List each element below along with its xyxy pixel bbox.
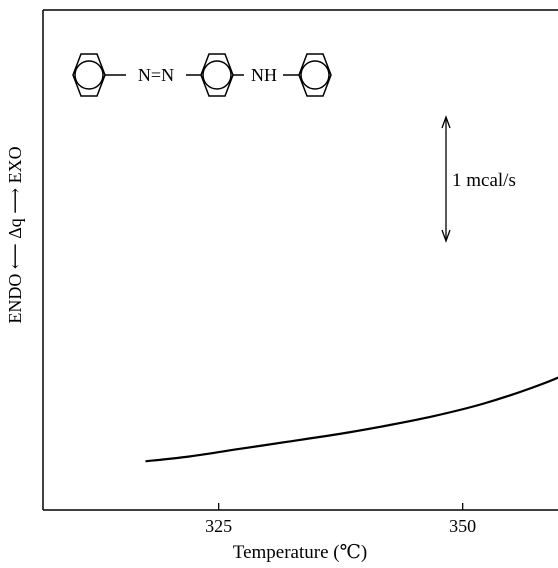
dsc-curve xyxy=(145,376,558,463)
scale-bar xyxy=(441,115,451,243)
amine-label: NH xyxy=(251,65,277,85)
molecule-structure xyxy=(72,53,332,97)
scale-bar-arrow-down xyxy=(441,229,451,243)
x-tick-label-325: 325 xyxy=(205,516,232,536)
benzene-ring-2-circle xyxy=(202,60,232,90)
x-tick-label-350: 350 xyxy=(449,516,476,536)
scale-bar-arrow-up xyxy=(441,115,451,129)
y-axis-label: ENDO ⟵ Δq ⟶ EXO xyxy=(5,146,25,323)
benzene-ring-1-circle xyxy=(74,60,104,90)
benzene-ring-3-circle xyxy=(300,60,330,90)
scale-bar-label: 1 mcal/s xyxy=(452,170,516,191)
azo-label: N=N xyxy=(138,65,174,85)
x-tick-labels: 325350375400 xyxy=(205,516,476,536)
benzene-ring-1 xyxy=(72,53,106,97)
x-axis-label: Temperature (℃) xyxy=(233,542,367,563)
x-ticks xyxy=(218,503,464,510)
